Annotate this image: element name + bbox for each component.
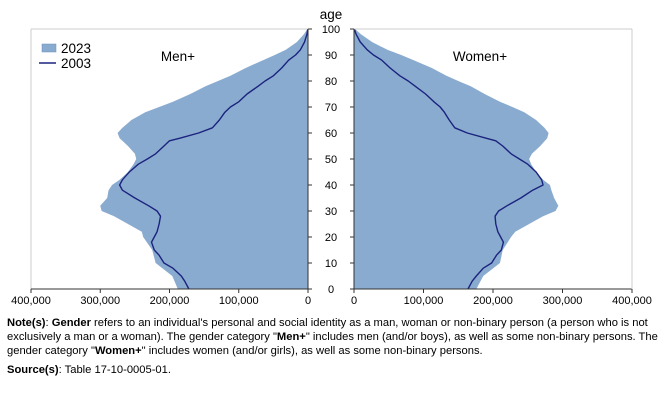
men-2003-line — [118, 28, 309, 290]
age-axis-title: age — [320, 7, 343, 22]
men-panel: Men+ — [30, 28, 309, 290]
age-tick-label: 20 — [325, 232, 337, 244]
legend: 2023 2003 — [39, 41, 91, 71]
legend-label-2003: 2003 — [61, 56, 91, 71]
age-tick-label: 50 — [325, 154, 337, 166]
gender-term: Gender — [51, 317, 91, 329]
note-text-2: " includes men (and/or boys), as well as… — [7, 331, 658, 358]
men-term: Men+ — [276, 331, 306, 344]
source-text: Table 17-10-0005-01. — [64, 363, 171, 376]
men-x-tick-label: 200,000 — [150, 295, 190, 307]
women-x-tick-label: 0 — [351, 295, 357, 307]
age-tick-label: 30 — [325, 206, 337, 218]
legend-swatch-2023 — [41, 43, 57, 53]
population-pyramid-chart: Men+ Women+ age 0 10 20 30 40 50 60 70 80 90 100 4… — [11, 7, 652, 307]
age-tick-label: 90 — [325, 50, 337, 62]
age-tick-label: 10 — [325, 258, 337, 270]
age-tick-label: 0 — [328, 284, 334, 296]
source-label: Source(s) — [7, 363, 59, 376]
men-x-tick-label: 300,000 — [80, 295, 120, 307]
chart-notes: Note(s): Gender refers to an individual'… — [7, 316, 659, 377]
men-x-tick-label: 0 — [305, 295, 311, 307]
note-text-3: " includes women (and/or girls), as well… — [141, 345, 483, 358]
women-2023-area — [354, 29, 559, 289]
note-separator: : — [45, 317, 52, 329]
women-panel: Women+ — [353, 28, 633, 290]
legend-label-2023: 2023 — [61, 41, 91, 56]
women-x-tick-label: 100,000 — [404, 295, 444, 307]
x-axes: 400,000 400,000 300,000 300,000 200,000 200,0… — [11, 289, 652, 307]
age-axis: 0 10 20 30 40 50 60 70 80 90 100 — [308, 24, 354, 296]
women-x-tick-label: 300,000 — [543, 295, 583, 307]
women-term: Women+ — [94, 345, 142, 358]
age-tick-label: 40 — [325, 180, 337, 192]
women-x-tick-label: 400,000 — [612, 295, 652, 307]
note-text-1: refers to an individual's personal and s… — [7, 317, 648, 344]
men-panel-label: Men+ — [161, 49, 195, 64]
note-paragraph: Note(s): Gender refers to an individual'… — [7, 316, 659, 359]
age-tick-label: 80 — [325, 76, 337, 88]
men-2023-area — [100, 29, 308, 289]
age-tick-label: 60 — [325, 128, 337, 140]
age-tick-label: 100 — [322, 24, 340, 36]
note-label: Note(s) — [7, 317, 46, 329]
source-paragraph: Source(s): Table 17-10-0005-01. — [7, 363, 659, 377]
men-x-tick-label: 100,000 — [219, 295, 259, 307]
women-panel-label: Women+ — [453, 49, 507, 64]
women-x-tick-label: 200,000 — [473, 295, 513, 307]
women-2003-line — [353, 28, 544, 290]
source-separator: : — [58, 363, 65, 376]
men-x-tick-label: 400,000 — [11, 295, 51, 307]
age-tick-label: 70 — [325, 102, 337, 114]
